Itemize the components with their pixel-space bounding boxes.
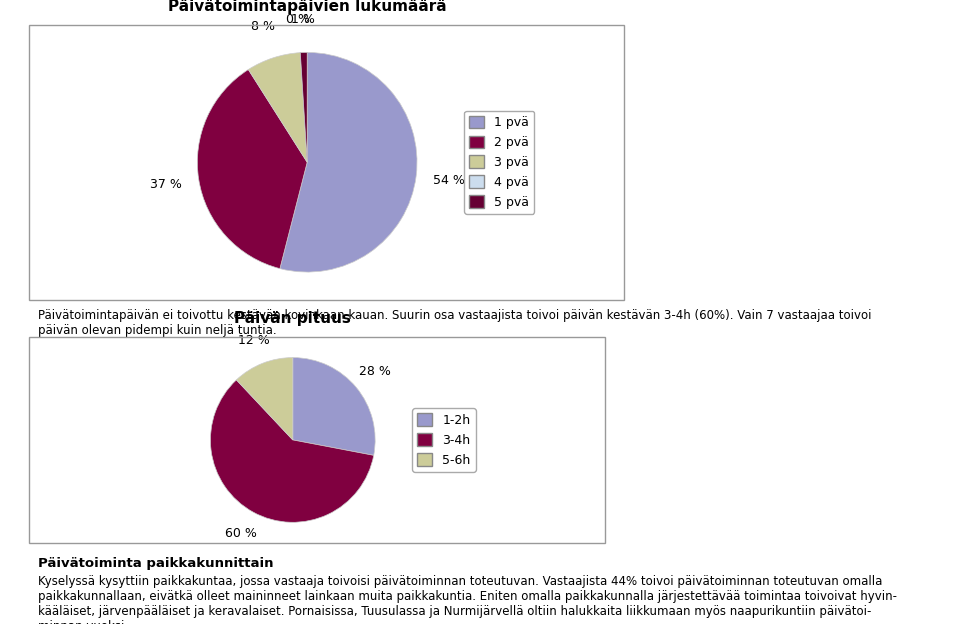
Wedge shape: [300, 52, 307, 162]
Legend: 1 pvä, 2 pvä, 3 pvä, 4 pvä, 5 pvä: 1 pvä, 2 pvä, 3 pvä, 4 pvä, 5 pvä: [465, 110, 535, 214]
Text: 8 %: 8 %: [252, 20, 276, 33]
Text: 12 %: 12 %: [237, 334, 269, 347]
Wedge shape: [300, 52, 307, 162]
Wedge shape: [293, 358, 375, 456]
Wedge shape: [236, 358, 293, 440]
Text: 28 %: 28 %: [359, 365, 392, 378]
Text: 54 %: 54 %: [433, 173, 465, 187]
Wedge shape: [249, 52, 307, 162]
Wedge shape: [210, 380, 373, 522]
Title: Päivätoimintapäivien lukumäärä: Päivätoimintapäivien lukumäärä: [168, 0, 446, 14]
Text: Päivätoiminta paikkakunnittain: Päivätoiminta paikkakunnittain: [38, 557, 274, 570]
Text: 0 %: 0 %: [286, 13, 310, 26]
Wedge shape: [280, 52, 417, 272]
Wedge shape: [198, 69, 307, 268]
Title: Päivän pituus: Päivän pituus: [234, 311, 351, 326]
Legend: 1-2h, 3-4h, 5-6h: 1-2h, 3-4h, 5-6h: [412, 408, 475, 472]
Text: Kyselyssä kysyttiin paikkakuntaa, jossa vastaaja toivoisi päivätoiminnan toteutu: Kyselyssä kysyttiin paikkakuntaa, jossa …: [38, 575, 898, 624]
Text: 60 %: 60 %: [226, 527, 257, 540]
Text: Päivätoimintapäivän ei toivottu kestävän kovinkaan kauan. Suurin osa vastaajista: Päivätoimintapäivän ei toivottu kestävän…: [38, 309, 872, 337]
Text: 37 %: 37 %: [151, 178, 182, 191]
Text: 1 %: 1 %: [291, 13, 315, 26]
